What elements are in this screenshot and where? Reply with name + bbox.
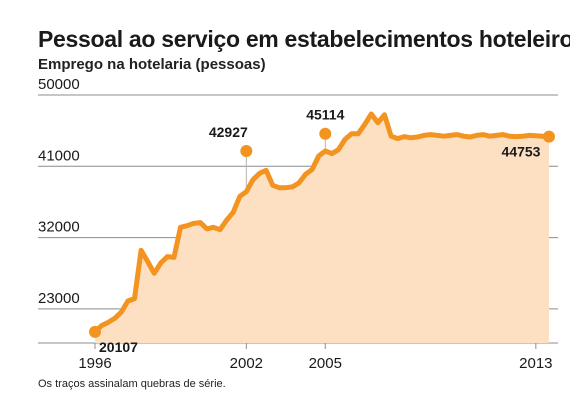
footnote: Os traços assinalam quebras de série. [38,378,226,390]
chart-subtitle: Emprego na hotelaria (pessoas) [38,56,266,73]
x-tick-label: 2005 [309,355,342,372]
series-area [95,114,549,343]
data-point-marker [319,127,332,140]
data-point-marker [240,145,253,158]
data-labels: 20107 42927 45114 44753 [99,107,541,355]
series-line [92,111,552,335]
x-tick-label: 1996 [78,355,111,372]
data-label: 20107 [99,339,138,355]
y-tick-label: 41000 [38,147,80,164]
y-tick-label: 50000 [38,76,80,93]
x-tick-label: 2002 [230,355,263,372]
data-point-marker [89,325,101,338]
data-label: 44753 [502,144,541,160]
y-tick-label: 23000 [38,290,80,307]
highlighted-points [89,127,555,338]
y-tick-labels: 23000 32000 41000 50000 [38,76,80,307]
x-ticks: 1996 2002 2005 2013 [78,343,553,372]
data-label: 42927 [209,124,248,140]
data-label: 45114 [306,107,344,123]
chart-title: Pessoal ao serviço em estabelecimentos h… [38,26,570,52]
data-point-marker [543,130,555,143]
y-tick-label: 32000 [38,219,80,236]
x-tick-label: 2013 [519,355,552,372]
